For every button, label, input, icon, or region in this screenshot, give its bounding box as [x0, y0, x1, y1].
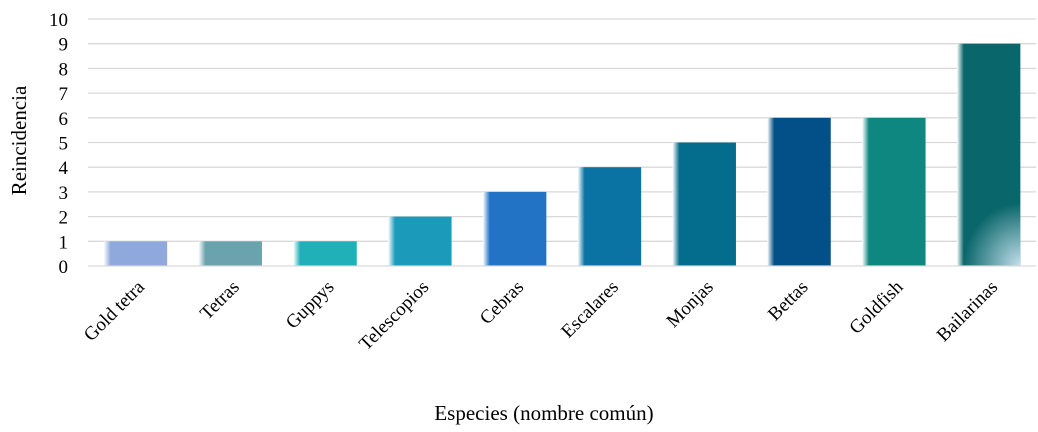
y-tick-label: 1	[59, 232, 69, 253]
y-tick-label: 6	[59, 109, 69, 130]
bar-goldfish	[862, 117, 926, 266]
bar-cebras	[482, 191, 547, 266]
x-tick-label: Cebras	[476, 277, 528, 329]
y-tick-label: 8	[59, 59, 69, 80]
y-axis-ticks: 0 1 2 3 4 5 6 7 8 9 10	[49, 10, 69, 278]
y-tick-label: 2	[59, 208, 69, 229]
y-tick-label: 9	[59, 35, 69, 56]
y-tick-label: 0	[59, 257, 69, 278]
x-axis-ticks: Gold tetra Tetras Guppys Telescopios Cebras E…	[80, 276, 1002, 354]
y-tick-label: 10	[49, 10, 68, 31]
y-axis-title: Reincidencia	[7, 85, 31, 195]
x-tick-label: Goldfish	[845, 276, 907, 338]
x-tick-label: Tetras	[196, 277, 243, 324]
bar-telescopios	[388, 216, 452, 266]
bar-escalares	[577, 167, 642, 266]
bar-monjas	[672, 142, 736, 266]
bar-bettas	[767, 117, 831, 266]
x-axis-title: Especies (nombre común)	[434, 401, 653, 425]
bar-tetras	[198, 241, 262, 266]
y-tick-label: 3	[59, 183, 69, 204]
bar-gold-tetra	[103, 241, 168, 266]
y-tick-label: 4	[59, 158, 69, 179]
x-tick-label: Bailarinas	[933, 277, 1002, 346]
x-tick-label: Telescopios	[355, 277, 433, 355]
x-tick-label: Bettas	[764, 277, 812, 325]
y-tick-label: 7	[59, 84, 69, 105]
x-tick-label: Gold tetra	[80, 276, 149, 345]
bars	[103, 43, 1021, 267]
x-tick-label: Escalares	[557, 277, 623, 343]
x-tick-label: Guppys	[282, 277, 339, 334]
x-tick-label: Monjas	[663, 277, 718, 332]
bar-guppys	[293, 241, 357, 266]
gridlines	[88, 18, 1036, 242]
y-tick-label: 5	[59, 134, 69, 155]
bar-sheen	[956, 196, 1021, 266]
